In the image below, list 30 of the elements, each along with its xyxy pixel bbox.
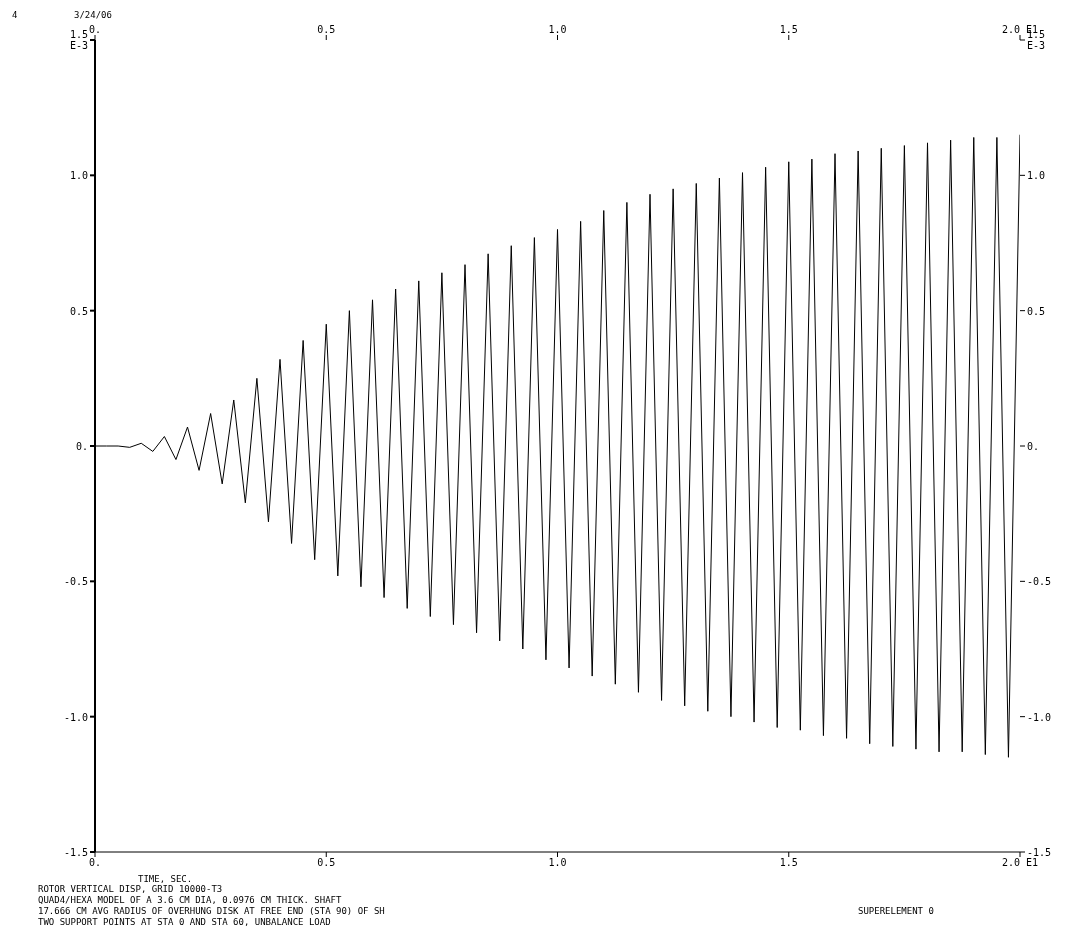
x2-tick-label: 2.0 E1	[1001, 857, 1039, 869]
y2-tick-label: 0.5	[1027, 305, 1046, 317]
text: 3/24/06	[74, 10, 112, 20]
x-tick-label: 0.	[88, 24, 102, 35]
x2-tick-label: 1.0	[548, 857, 567, 869]
text: SUPERELEMENT 0	[858, 906, 934, 916]
y2-tick-label: -1.0	[1027, 711, 1052, 723]
y-tick-label: 0.	[75, 441, 88, 452]
x-tick-label: 0.5	[317, 24, 336, 35]
x-axis-title: TIME, SEC.	[138, 874, 193, 884]
y2-tick-label: -1.5	[1027, 847, 1052, 858]
x2-tick-label: 1.5	[779, 857, 798, 869]
text: TWO SUPPORT POINTS AT STA 0 AND STA 60, UNBALANCE LOAD	[38, 917, 331, 926]
y2-tick-label: 0.	[1027, 441, 1040, 452]
y-tick-label: -0.5	[63, 576, 88, 588]
y-tick-label: 1.0	[69, 170, 88, 182]
text: ROTOR VERTICAL DISP, GRID 10000-T3	[38, 884, 223, 894]
x2-tick-label: 0.5	[317, 857, 336, 869]
text: 4	[12, 10, 18, 20]
y-tick-label: -1.0	[63, 711, 88, 723]
x-tick-label: 1.5	[779, 24, 798, 35]
x2-tick-label: 0.	[88, 857, 102, 869]
text: 17.666 CM AVG RADIUS OF OVERHUNG DISK AT FREE END (STA 90) OF SH	[38, 906, 385, 916]
x-tick-label: 1.0	[548, 24, 567, 35]
y-tick-label: -1.5	[63, 847, 88, 858]
y-tick-label: 0.5	[69, 305, 88, 317]
y2-tick-label: -0.5	[1027, 576, 1052, 588]
text: QUAD4/HEXA MODEL OF A 3.6 CM DIA, 0.0976 CM THICK. SHAFT	[38, 895, 342, 905]
y2-tick-label: 1.0	[1027, 170, 1046, 182]
y-tick-label: 1.5 E-3	[69, 29, 88, 51]
